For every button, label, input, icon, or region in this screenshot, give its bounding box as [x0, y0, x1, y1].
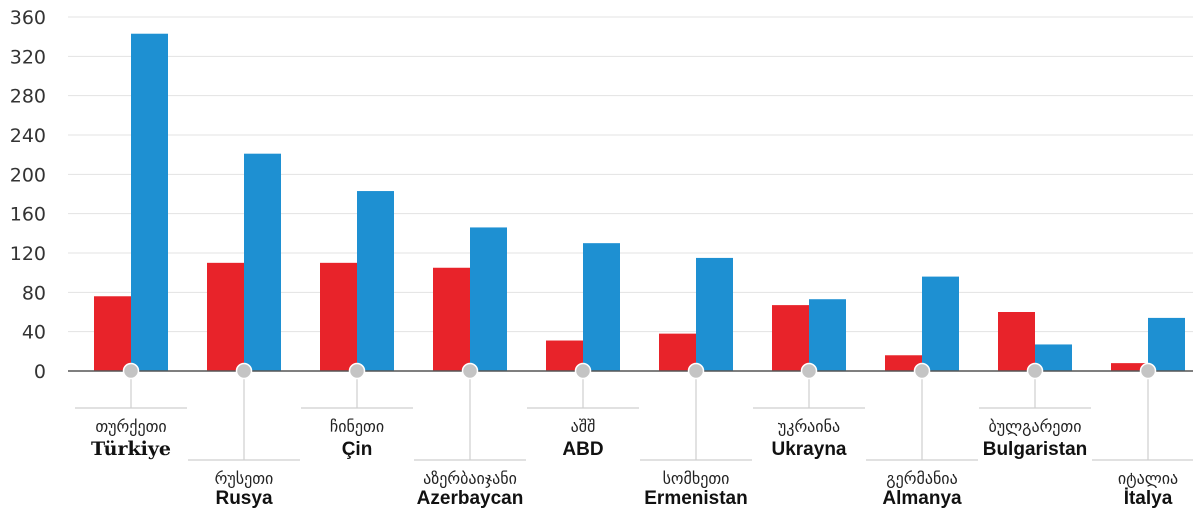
x-axis	[68, 362, 1193, 461]
bar-series-1	[94, 296, 131, 371]
category-dot	[687, 362, 705, 380]
category-dot	[574, 362, 592, 380]
category-label-georgian: ჩინეთი	[330, 417, 384, 436]
category-label-turkish: Ermenistan	[644, 488, 747, 509]
category-label-turkish: Çin	[342, 439, 373, 460]
category-label-turkish: İtalya	[1124, 488, 1173, 509]
y-tick-label: 160	[10, 204, 46, 226]
bar-series-2	[809, 299, 846, 371]
bar-series-2	[131, 33, 168, 371]
y-tick-label: 320	[10, 46, 46, 68]
category-label-turkish: Ukrayna	[772, 439, 847, 460]
bar-series-1	[772, 305, 809, 371]
y-tick-label: 120	[10, 243, 46, 265]
category-label-georgian: აშშ	[571, 417, 596, 436]
category-dot	[1026, 362, 1044, 380]
y-tick-label: 80	[22, 282, 46, 304]
bar-series-1	[207, 262, 244, 371]
category-label-turkish: Azerbaycan	[417, 488, 524, 509]
category-dot	[1139, 362, 1157, 380]
y-tick-label: 0	[34, 361, 46, 383]
category-dot	[800, 362, 818, 380]
bar-series-2	[470, 227, 507, 371]
y-axis: 0 40 80 120 160 200 240 280 320 360	[10, 7, 46, 383]
category-dot	[348, 362, 366, 380]
category-label-georgian: იტალია	[1118, 469, 1178, 488]
bar-series-2	[1148, 317, 1185, 371]
category-label-turkish: Almanya	[882, 488, 962, 509]
bar-series-2	[696, 257, 733, 371]
bar-series-1	[659, 333, 696, 371]
category-dot	[235, 362, 253, 380]
bar-series-1	[433, 267, 470, 371]
category-label-georgian: აზერბაიჯანი	[423, 469, 517, 488]
category-label-georgian: გერმანია	[886, 469, 957, 488]
y-tick-label: 200	[10, 164, 46, 186]
bar-series-1	[885, 355, 922, 371]
bar-series-2	[357, 191, 394, 371]
category-label-georgian: სომხეთი	[663, 469, 730, 488]
y-tick-label: 240	[10, 125, 46, 147]
y-tick-label: 40	[22, 322, 46, 344]
category-label-georgian: უკრაინა	[778, 417, 840, 436]
category-label-georgian: თურქეთი	[95, 417, 166, 436]
bar-series-2	[922, 276, 959, 371]
category-label-turkish: Rusya	[215, 488, 272, 509]
bar-series-1	[998, 312, 1035, 371]
category-label-turkish: Türkiye	[91, 438, 171, 460]
y-tick-label: 280	[10, 86, 46, 108]
category-label-georgian: ბულგარეთი	[988, 417, 1081, 436]
bars	[94, 33, 1185, 371]
bar-series-1	[1111, 363, 1148, 371]
bar-series-2	[583, 243, 620, 371]
bar-series-1	[320, 262, 357, 371]
bar-series-2	[244, 153, 281, 371]
category-dot	[461, 362, 479, 380]
y-tick-label: 360	[10, 7, 46, 29]
category-label-georgian: რუსეთი	[215, 469, 274, 488]
category-label-turkish: Bulgaristan	[983, 439, 1088, 460]
category-dot	[913, 362, 931, 380]
category-label-turkish: ABD	[562, 439, 603, 460]
category-dot	[122, 362, 140, 380]
